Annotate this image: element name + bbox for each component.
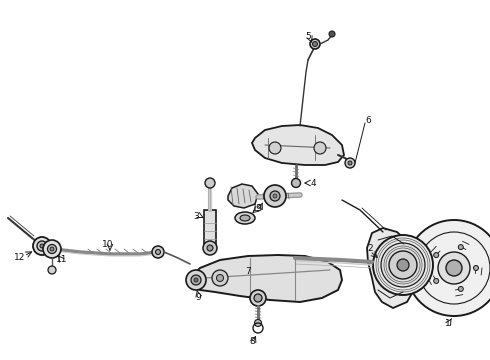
Circle shape <box>33 237 51 255</box>
Text: 12: 12 <box>14 253 25 262</box>
Text: 9: 9 <box>195 292 201 302</box>
Circle shape <box>314 142 326 154</box>
Circle shape <box>269 142 281 154</box>
Circle shape <box>310 39 320 49</box>
Circle shape <box>186 270 206 290</box>
Text: 8: 8 <box>249 338 255 346</box>
Circle shape <box>345 158 355 168</box>
Text: 7: 7 <box>245 267 251 276</box>
Circle shape <box>155 249 161 255</box>
Circle shape <box>48 244 56 253</box>
Text: 1: 1 <box>445 319 451 328</box>
Text: 6: 6 <box>365 116 371 125</box>
Text: 11: 11 <box>56 256 68 265</box>
Circle shape <box>397 259 409 271</box>
Circle shape <box>389 251 417 279</box>
Polygon shape <box>228 184 258 208</box>
Circle shape <box>458 244 464 249</box>
Text: 9: 9 <box>255 203 261 212</box>
Circle shape <box>434 253 439 257</box>
Circle shape <box>40 244 44 248</box>
Circle shape <box>273 194 277 198</box>
Polygon shape <box>367 228 418 308</box>
Circle shape <box>270 191 280 201</box>
Circle shape <box>43 240 61 258</box>
Circle shape <box>48 266 56 274</box>
Circle shape <box>373 235 433 295</box>
Polygon shape <box>252 125 344 165</box>
Circle shape <box>434 278 439 283</box>
Text: 4: 4 <box>310 179 316 188</box>
Circle shape <box>329 31 335 37</box>
Circle shape <box>446 260 462 276</box>
Circle shape <box>152 246 164 258</box>
Circle shape <box>264 185 286 207</box>
Ellipse shape <box>240 215 250 221</box>
Text: 13: 13 <box>252 203 264 212</box>
Circle shape <box>473 266 479 270</box>
Circle shape <box>194 278 198 282</box>
Circle shape <box>205 178 215 188</box>
Circle shape <box>203 241 217 255</box>
Polygon shape <box>190 255 342 302</box>
Circle shape <box>254 294 262 302</box>
Text: 3: 3 <box>193 212 199 220</box>
Circle shape <box>406 220 490 316</box>
Ellipse shape <box>235 212 255 224</box>
Circle shape <box>207 245 213 251</box>
Circle shape <box>50 247 54 251</box>
Circle shape <box>313 41 318 46</box>
Circle shape <box>217 274 223 282</box>
Circle shape <box>250 290 266 306</box>
Text: 5: 5 <box>305 32 311 41</box>
Circle shape <box>37 241 47 251</box>
Circle shape <box>381 243 425 287</box>
Circle shape <box>254 320 262 327</box>
Circle shape <box>212 270 228 286</box>
Polygon shape <box>204 210 216 248</box>
Circle shape <box>191 275 201 285</box>
Circle shape <box>438 252 470 284</box>
Circle shape <box>348 161 352 165</box>
Text: 2: 2 <box>367 243 373 252</box>
Text: 10: 10 <box>102 239 114 248</box>
Circle shape <box>458 287 464 292</box>
Circle shape <box>292 179 300 188</box>
